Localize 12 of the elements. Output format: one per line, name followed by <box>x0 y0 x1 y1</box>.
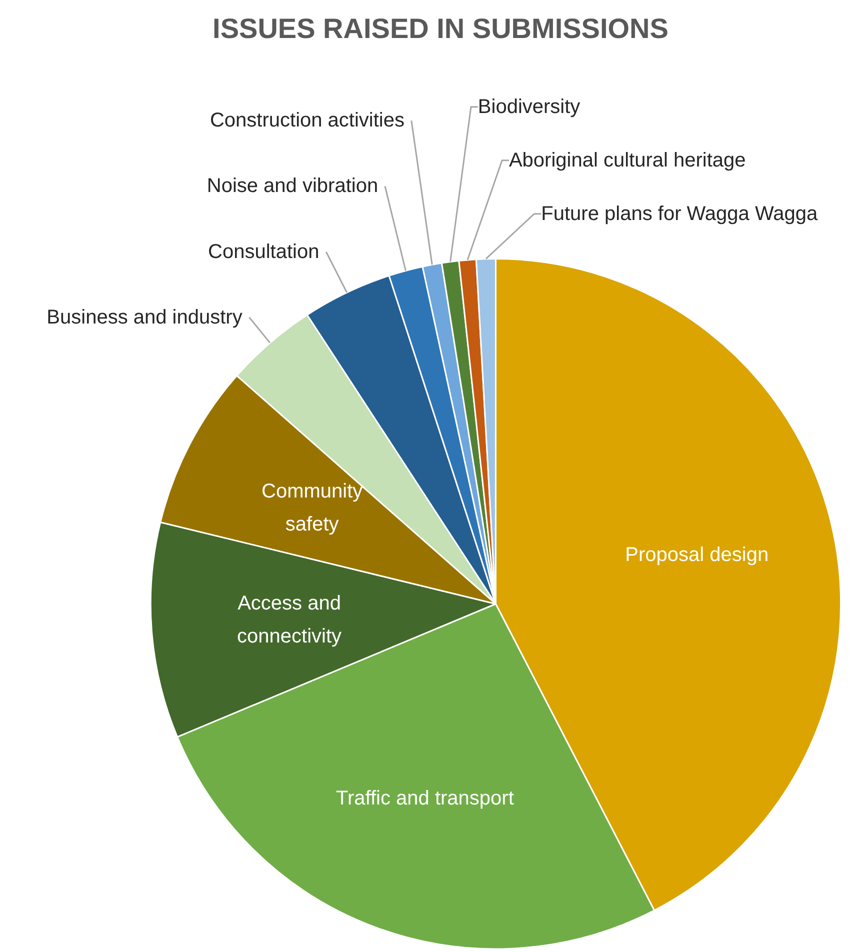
slice-label: Community safety <box>262 480 363 536</box>
slice-label: Traffic and transport <box>336 788 514 810</box>
slice-label: Access and connectivity <box>237 592 342 648</box>
chart-title: ISSUES RAISED IN SUBMISSIONS <box>212 12 668 44</box>
slice-label: Biodiversity <box>478 96 580 118</box>
slice-label: Aboriginal cultural heritage <box>508 149 746 172</box>
slice-label: Business and industry <box>46 306 242 328</box>
slice-label: Consultation <box>208 240 320 263</box>
slice-label: Proposal design <box>625 544 769 566</box>
slice-label: Construction activities <box>210 110 405 132</box>
slice-label: Future plans for Wagga Wagga <box>541 202 818 225</box>
slice-label: Noise and vibration <box>206 175 378 198</box>
